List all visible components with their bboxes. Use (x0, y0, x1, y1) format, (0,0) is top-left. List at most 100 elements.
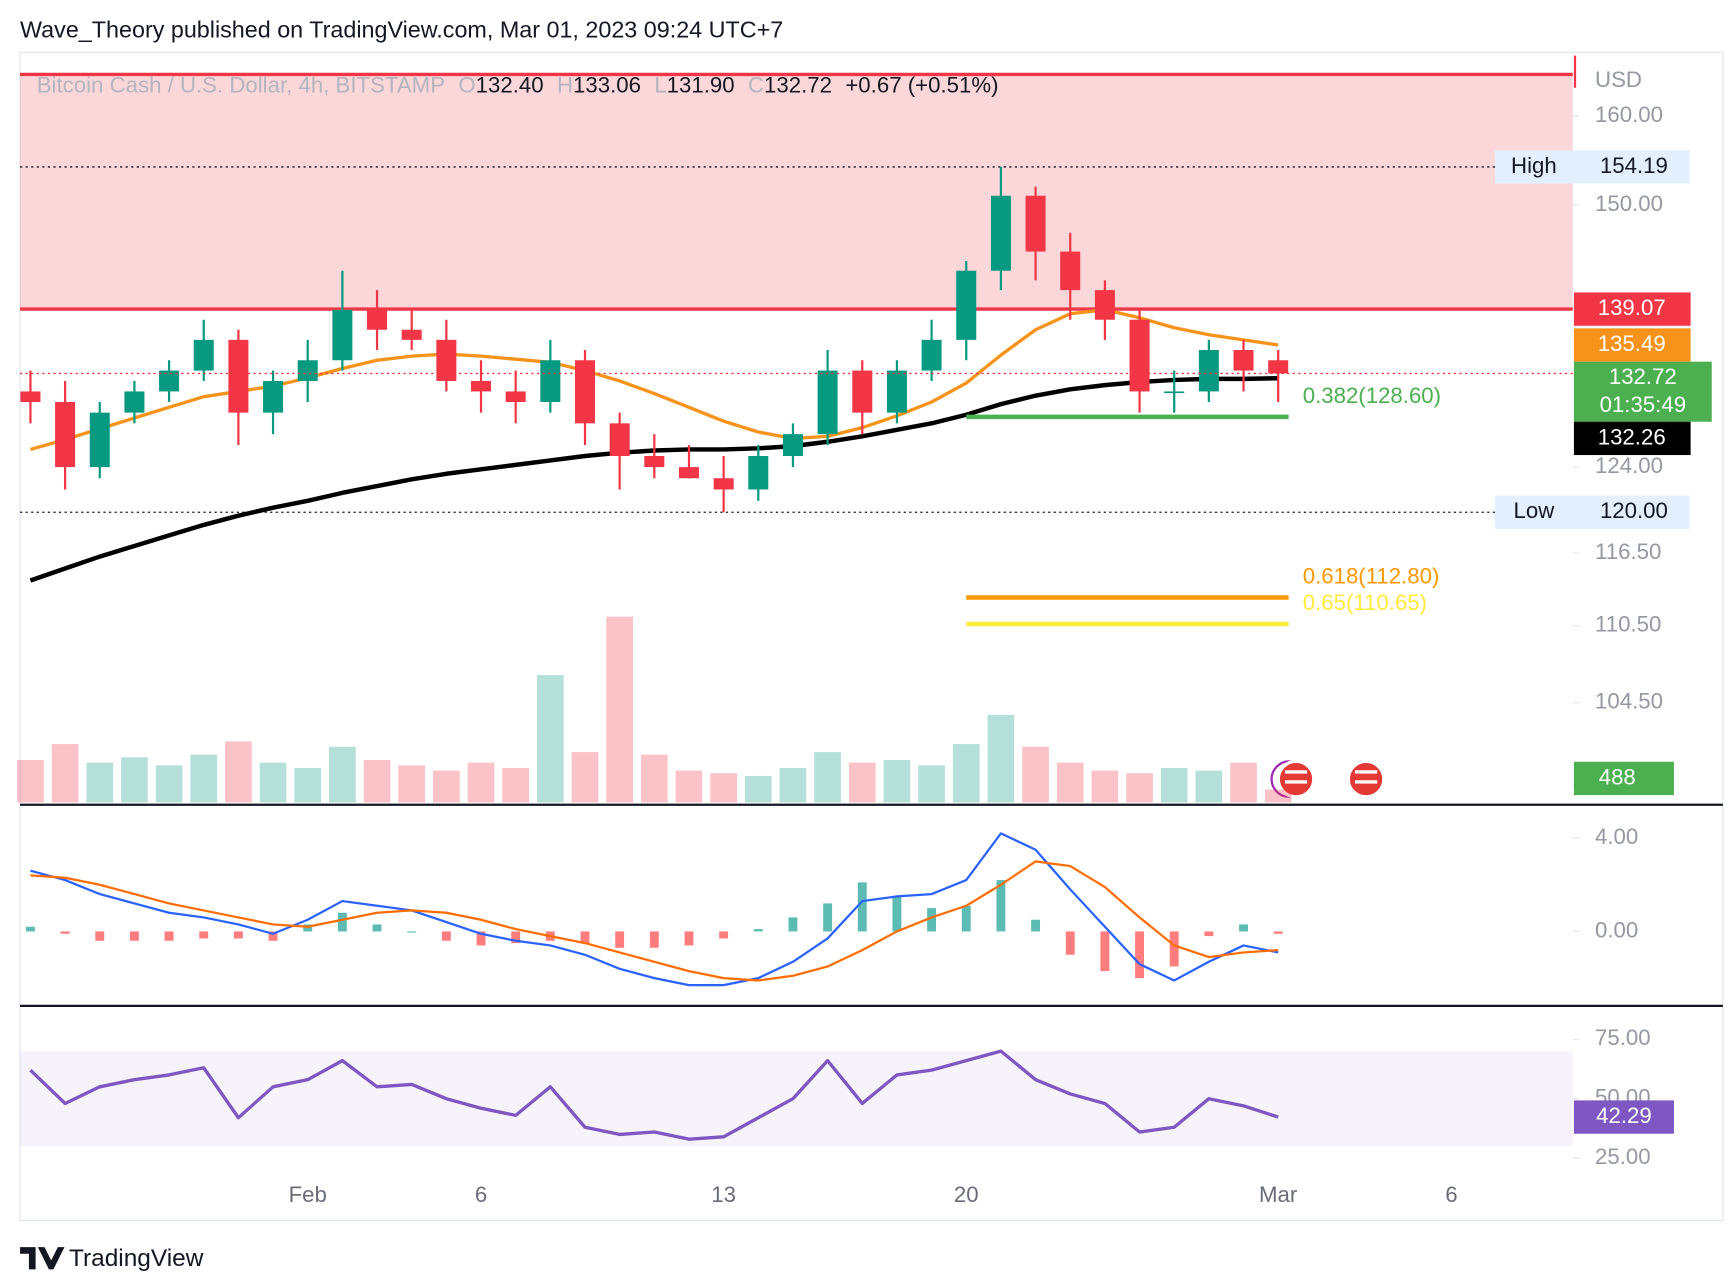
marker-box (1494, 495, 1690, 529)
y-tick-label: 110.50 (1595, 612, 1661, 637)
volume-bar (640, 754, 668, 803)
marker-value: 120.00 (1600, 498, 1668, 523)
candle-body (540, 360, 561, 402)
y-tick-label: 75.00 (1595, 1025, 1651, 1050)
volume-bar (1091, 770, 1119, 803)
fib-label: 0.382(128.60) (1303, 383, 1441, 408)
volume-bar (190, 754, 218, 803)
volume-bar (952, 744, 980, 803)
candle-body (678, 467, 699, 479)
volume-bar (883, 760, 911, 803)
histogram-bar (511, 931, 521, 944)
resistance-zone (20, 74, 1573, 310)
y-tick-label: 0.00 (1595, 917, 1638, 942)
histogram-bar (1169, 931, 1179, 967)
histogram-bar (961, 905, 971, 932)
price-label: 139.07 (1598, 295, 1666, 320)
rsi-label-box (1573, 1100, 1674, 1134)
volume-bar (710, 773, 737, 803)
marker-box (1494, 150, 1690, 184)
candle-body (1198, 350, 1219, 392)
volume-bar (363, 760, 391, 803)
volume-bar (1264, 789, 1292, 803)
histogram-bar (1239, 924, 1248, 932)
x-tick-label: Mar (1259, 1182, 1298, 1207)
legend-key: O (458, 73, 475, 98)
histogram-bar (1065, 931, 1075, 955)
volume-bar (225, 741, 252, 803)
histogram-bar (164, 931, 174, 941)
y-tick-label: 124.00 (1595, 453, 1663, 478)
histogram-bar (95, 931, 105, 941)
flag-stripe (1354, 770, 1378, 774)
event-icons (1270, 759, 1386, 799)
candle-body (228, 339, 249, 413)
moving-average (29, 376, 1279, 583)
candle-body (263, 380, 284, 413)
histogram-bar (129, 931, 139, 941)
candle-body (644, 456, 665, 468)
marker-name: Low (1514, 498, 1556, 523)
legend: Bitcoin Cash / U.S. Dollar, 4h, BITSTAMP… (37, 73, 999, 98)
histogram-bar (268, 931, 278, 941)
candle-body (332, 309, 353, 361)
volume-bar (86, 762, 114, 803)
chart-frame (19, 51, 1724, 1221)
candle-body (401, 329, 422, 340)
y-tick-label: 104.50 (1595, 689, 1663, 714)
logo-icon (20, 1247, 65, 1270)
histogram-bar (441, 931, 451, 941)
candle-body (817, 370, 838, 435)
legend-value: 131.90 (667, 73, 735, 98)
candle-body (367, 309, 388, 330)
candle-body (1094, 290, 1115, 320)
candle-body (782, 434, 803, 457)
histogram-bar (1135, 931, 1144, 979)
volume-bar (259, 762, 287, 803)
event-icon (1346, 759, 1386, 799)
signal-line (30, 860, 1279, 982)
x-tick-label: 13 (711, 1182, 736, 1207)
histogram-bar (996, 880, 1006, 932)
volume-bar (121, 757, 148, 803)
candle-body (990, 195, 1011, 271)
volume-label-box (1573, 761, 1674, 796)
candle-body (1268, 360, 1289, 374)
logo: TradingView (20, 1245, 204, 1272)
legend-change: +0.67 (+0.51%) (845, 73, 998, 98)
volume-label: 488 (1599, 764, 1636, 789)
legend-key: C (748, 73, 764, 98)
histogram-bar (580, 931, 590, 944)
histogram-bar (753, 929, 763, 932)
candle-body (55, 401, 76, 468)
legend-value: 132.72 (764, 73, 832, 98)
histogram-bar (1204, 931, 1214, 937)
histogram-bar (407, 931, 417, 933)
histogram-bar (476, 931, 486, 946)
volume-bar (675, 770, 703, 803)
flag-stripe (1284, 770, 1308, 774)
histogram-bar (1100, 931, 1110, 972)
candle-body (297, 360, 318, 381)
histogram-bar (927, 908, 937, 932)
histogram-bar (719, 931, 729, 939)
volume-bar (398, 765, 426, 803)
candle-body (574, 360, 595, 424)
x-tick-label: 6 (475, 1182, 487, 1207)
flag-stripe (1284, 780, 1308, 784)
volume-bar (1195, 770, 1223, 803)
histogram-bar (788, 917, 798, 932)
candle-body (1129, 319, 1150, 392)
volume-bar (502, 767, 530, 803)
histogram-bar (823, 903, 833, 932)
y-tick-label: 4.00 (1595, 824, 1638, 849)
volume-bar (814, 752, 841, 803)
volume-bar (51, 744, 79, 803)
flag-stripe (1354, 780, 1378, 784)
candle-body (193, 339, 214, 371)
candle-body (956, 270, 977, 340)
histogram-bar (1273, 931, 1283, 934)
volume-bar (329, 746, 356, 803)
candle-body (886, 370, 907, 413)
histogram-bar (649, 931, 659, 948)
